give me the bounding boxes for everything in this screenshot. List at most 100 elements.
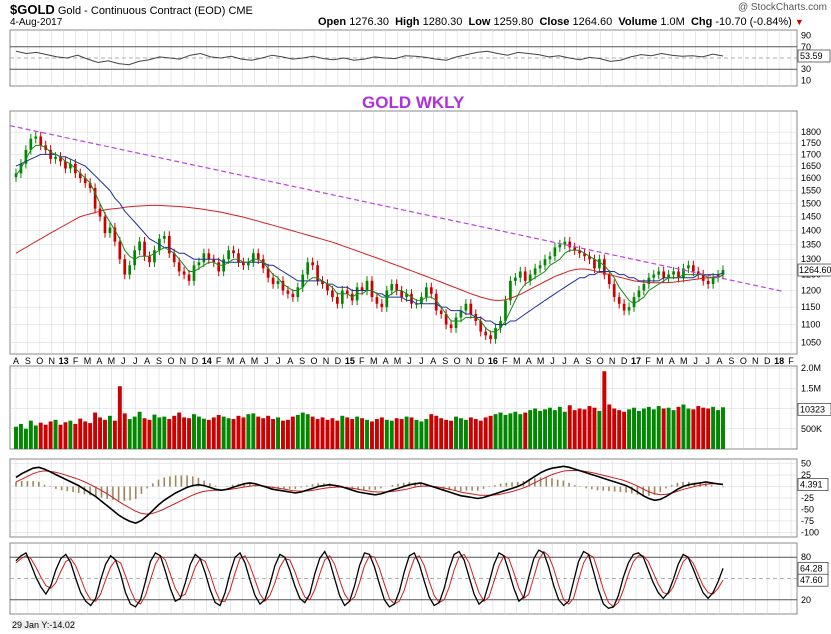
- volume-bar: [562, 411, 567, 449]
- volume-tick-label: 1.5M: [801, 383, 821, 393]
- price-bar-body: [568, 241, 572, 248]
- x-axis-month-label: F: [73, 356, 79, 366]
- stoch-last-value-label: 64.28: [800, 563, 823, 573]
- price-tick-label: 1800: [801, 127, 821, 137]
- volume-tick-label: 500K: [801, 424, 822, 434]
- volume-bar: [518, 414, 523, 449]
- ticker-symbol: $GOLD: [10, 2, 55, 17]
- price-bar-body: [227, 250, 230, 260]
- volume-bar: [88, 423, 93, 449]
- volume-bar: [281, 420, 285, 449]
- high-label: High: [395, 16, 420, 28]
- volume-bar: [330, 418, 335, 449]
- high-value: 1280.30: [422, 16, 463, 28]
- volume-bar: [103, 419, 107, 449]
- macd-tick-label: 50: [801, 459, 811, 469]
- volume-bar: [671, 410, 676, 449]
- price-tick-label: 1150: [801, 302, 820, 312]
- volume-bar: [246, 414, 251, 449]
- volume-bar: [439, 418, 444, 449]
- price-bar-body: [573, 247, 577, 251]
- x-axis-month-label: 13: [59, 356, 69, 366]
- price-bar-body: [29, 138, 33, 150]
- x-axis-month-label: D: [764, 356, 771, 366]
- x-axis-month-label: N: [180, 356, 187, 366]
- volume-bar: [592, 407, 597, 449]
- stoch-tick-label: 20: [801, 595, 811, 605]
- price-bar-body: [360, 287, 364, 291]
- volume-bar: [419, 421, 424, 449]
- x-axis-month-label: A: [573, 356, 579, 366]
- x-axis-month-label: N: [466, 356, 473, 366]
- price-bar-body: [667, 274, 670, 278]
- price-last-value-box: [797, 263, 831, 277]
- price-bar-body: [593, 259, 596, 269]
- stoch-k-line: [15, 549, 724, 610]
- volume-bar: [468, 417, 473, 449]
- price-bar-body: [405, 293, 408, 298]
- price-bar-body: [340, 290, 344, 304]
- volume-bar: [33, 425, 38, 449]
- price-bar-body: [192, 265, 196, 281]
- volume-bar: [157, 417, 162, 449]
- volume-bar: [98, 417, 103, 449]
- volume-bar: [23, 428, 28, 449]
- volume-bar: [483, 417, 488, 449]
- sma-short-line: [15, 144, 724, 333]
- price-bar-body: [98, 208, 102, 217]
- x-axis-month-label: A: [430, 356, 436, 366]
- x-axis-month-label: A: [716, 356, 722, 366]
- volume-bar: [142, 418, 147, 449]
- price-bar-body: [237, 253, 240, 263]
- volume-bar: [552, 410, 557, 449]
- volume-bar: [58, 424, 63, 449]
- price-panel-frame: [9, 110, 798, 355]
- price-bar-body: [78, 173, 82, 179]
- price-bar-body: [296, 287, 300, 298]
- x-axis-month-label: 15: [345, 356, 355, 366]
- volume-bar: [597, 410, 602, 449]
- price-bar-body: [489, 335, 492, 339]
- price-bar-body: [687, 265, 690, 269]
- price-bar-body: [459, 310, 463, 318]
- x-axis-month-label: S: [156, 356, 162, 366]
- volume-bar: [632, 407, 636, 449]
- open-label: Open: [318, 16, 347, 28]
- x-axis-month-label: M: [656, 356, 664, 366]
- price-bar-body: [509, 280, 512, 301]
- price-bar-body: [533, 268, 537, 275]
- volume-bar: [320, 417, 325, 449]
- x-axis-month-label: J: [419, 356, 424, 366]
- volume-bar: [721, 407, 725, 449]
- price-bar-body: [494, 328, 497, 339]
- x-axis-month-label: M: [370, 356, 378, 366]
- volume-bar: [132, 416, 137, 449]
- volume-bar: [701, 407, 706, 449]
- price-bar-body: [602, 259, 606, 275]
- price-bar-body: [24, 149, 28, 164]
- x-axis-month-label: M: [680, 356, 688, 366]
- volume-bar: [147, 419, 152, 449]
- volume-bar: [651, 409, 656, 449]
- x-axis-month-label: M: [84, 356, 92, 366]
- price-bar-body: [696, 271, 700, 275]
- volume-bar: [533, 408, 538, 449]
- volume-bar: [53, 419, 58, 449]
- price-bar-body: [691, 265, 695, 272]
- x-axis-month-label: O: [167, 356, 174, 366]
- exchange-label: CME: [228, 5, 253, 17]
- price-bar-body: [617, 297, 621, 304]
- x-axis-month-label: S: [728, 356, 734, 366]
- x-axis-month-label: M: [394, 356, 402, 366]
- chg-value: -10.70 (-0.84%): [715, 16, 792, 28]
- x-axis-month-label: N: [323, 356, 330, 366]
- price-bar-body: [395, 284, 399, 291]
- price-bar-body: [123, 259, 127, 275]
- price-bar-body: [464, 303, 468, 311]
- volume-bar: [434, 415, 439, 449]
- price-bar-body: [311, 262, 314, 266]
- volume-bar: [266, 415, 271, 449]
- volume-bar: [325, 419, 330, 449]
- macd-tick-label: -50: [801, 504, 814, 514]
- volume-bar: [711, 406, 716, 449]
